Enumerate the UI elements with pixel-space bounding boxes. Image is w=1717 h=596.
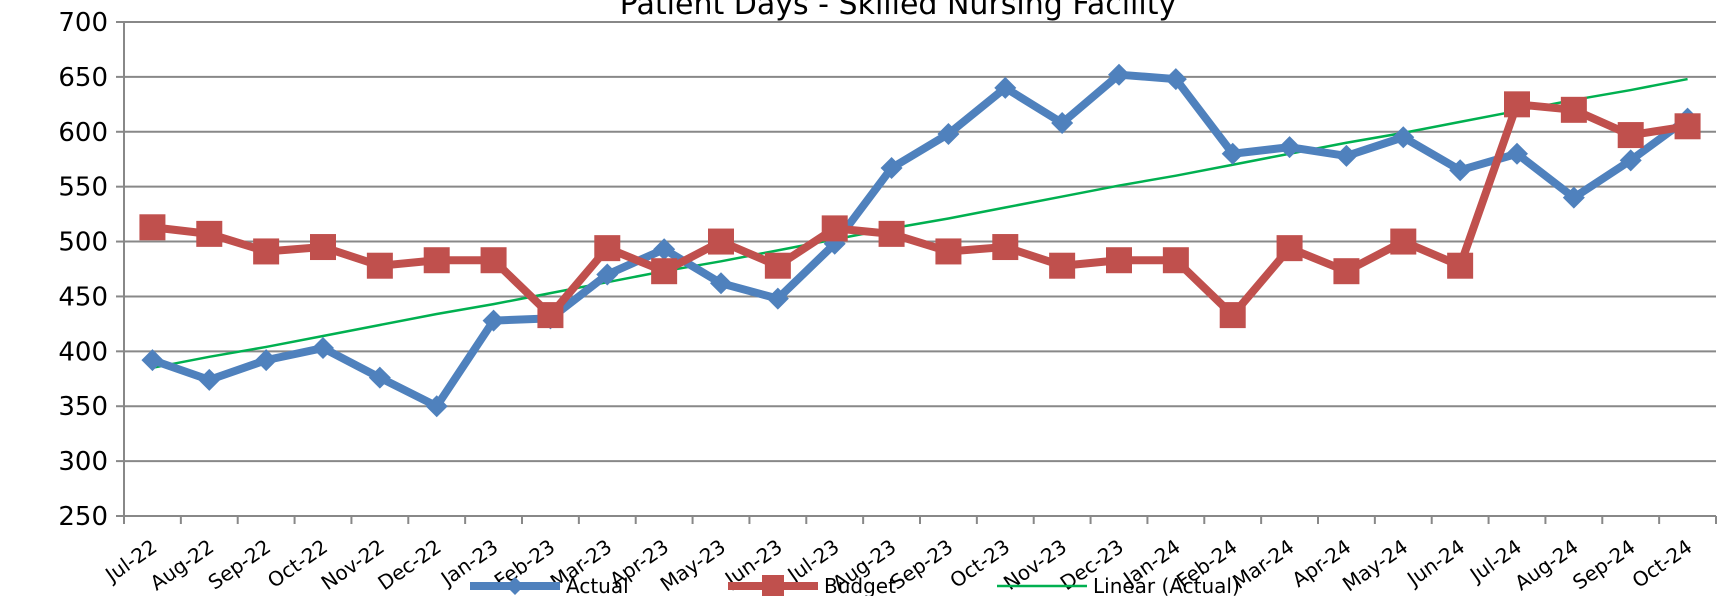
point [878, 220, 905, 247]
point [366, 252, 393, 279]
y-tick-label: 300 [58, 447, 108, 477]
point [764, 252, 791, 279]
point [1106, 247, 1132, 274]
point [1674, 113, 1701, 140]
point [1392, 126, 1415, 149]
x-tick-label: Aug-22 [146, 534, 219, 595]
point [821, 215, 848, 242]
legend-label: Actual [566, 574, 629, 596]
point [1333, 258, 1360, 285]
y-tick-label: 250 [58, 502, 108, 532]
point [1221, 142, 1244, 165]
y-tick-label: 500 [58, 228, 108, 258]
point [425, 395, 448, 418]
point [482, 309, 505, 332]
legend-item: Linear (Actual) [997, 574, 1240, 596]
point [253, 238, 280, 265]
x-tick-label: Nov-22 [317, 534, 389, 594]
point [1276, 235, 1303, 262]
chart-title: Patient Days - Skilled Nursing Facility [620, 0, 1176, 22]
point [937, 122, 960, 145]
point [1390, 228, 1417, 255]
y-tick-label: 450 [58, 282, 108, 312]
legend-label: Linear (Actual) [1093, 574, 1240, 596]
point [423, 247, 450, 274]
point [710, 272, 732, 295]
point [594, 235, 621, 262]
point [141, 349, 164, 372]
x-tick-label: Oct-24 [1628, 534, 1697, 592]
x-tick-label: Sep-22 [204, 534, 275, 594]
legend-marker [506, 577, 524, 595]
point [1617, 122, 1644, 149]
point [198, 368, 221, 391]
point [880, 157, 903, 180]
legend-marker [762, 575, 784, 596]
x-tick-label: May-24 [1338, 534, 1412, 596]
point [766, 287, 789, 310]
point [255, 349, 278, 372]
point [651, 258, 678, 285]
point [992, 234, 1019, 261]
x-tick-label: Sep-24 [1568, 534, 1639, 594]
point [708, 228, 734, 255]
point [653, 238, 676, 261]
point [1560, 96, 1587, 123]
x-tick-label: May-23 [656, 534, 730, 596]
point [368, 366, 391, 389]
point [480, 247, 507, 274]
point [1108, 63, 1130, 86]
point [935, 238, 962, 265]
point [1449, 159, 1472, 182]
point [537, 302, 564, 329]
x-tick-label: Aug-24 [1510, 534, 1583, 595]
y-tick-label: 350 [58, 392, 108, 422]
y-tick-label: 550 [58, 173, 108, 203]
y-tick-label: 600 [58, 118, 108, 148]
point [312, 337, 334, 360]
x-tick-label: Jun-24 [1401, 534, 1469, 591]
point [1562, 186, 1585, 209]
point [1051, 111, 1074, 134]
series-line [151, 70, 1690, 411]
y-tick-label: 400 [58, 337, 108, 367]
point [1447, 252, 1474, 279]
trend-line [152, 77, 1688, 370]
point [1049, 252, 1076, 279]
point [1164, 68, 1187, 91]
point [1504, 91, 1530, 118]
point [1335, 144, 1358, 167]
point [1219, 302, 1246, 329]
point [196, 220, 223, 247]
legend-label: Budget [824, 574, 896, 596]
point [994, 76, 1017, 99]
point [139, 214, 166, 241]
legend-item: Budget [728, 574, 896, 596]
point [1619, 149, 1642, 172]
point [1278, 136, 1301, 159]
point [310, 234, 336, 261]
legend-item: Actual [470, 574, 629, 596]
point [1506, 142, 1528, 165]
y-tick-label: 650 [58, 63, 108, 93]
point [1162, 247, 1189, 274]
y-tick-label: 700 [58, 8, 108, 38]
x-tick-label: Dec-22 [373, 534, 445, 595]
x-tick-label: Sep-23 [886, 534, 957, 594]
series-line [151, 100, 1689, 320]
point [596, 263, 619, 286]
